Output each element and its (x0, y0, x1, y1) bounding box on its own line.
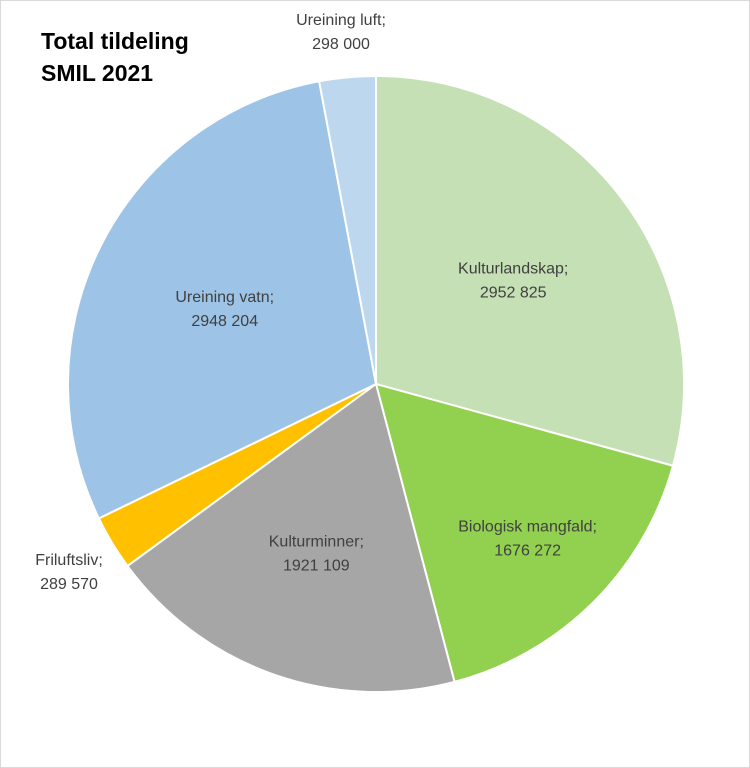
slice-kulturlandskap (375, 74, 685, 467)
chart-title: Total tildeling SMIL 2021 (41, 28, 189, 86)
slice-kulturminner (126, 382, 456, 693)
slice-ureining-vatn (67, 80, 378, 520)
slice-label-kulturminner: Kulturminner; 1921 109 (269, 533, 364, 574)
pie-slices (67, 74, 685, 693)
slice-ureining-luft (317, 74, 377, 385)
slice-label-ureining-luft: Ureining luft; 298 000 (296, 12, 386, 53)
slice-label-friluftsliv: Friluftsliv; 289 570 (35, 552, 103, 593)
slice-label-kulturlandskap: Kulturlandskap; 2952 825 (458, 260, 568, 301)
slice-labels: Kulturlandskap; 2952 825 Biologisk mangfal… (35, 12, 597, 593)
slice-biologisk-mangfald (374, 382, 675, 684)
slice-label-biologisk-mangfald: Biologisk mangfald; 1676 272 (458, 518, 597, 559)
slice-label-ureining-vatn: Ureining vatn; 2948 204 (175, 289, 274, 330)
